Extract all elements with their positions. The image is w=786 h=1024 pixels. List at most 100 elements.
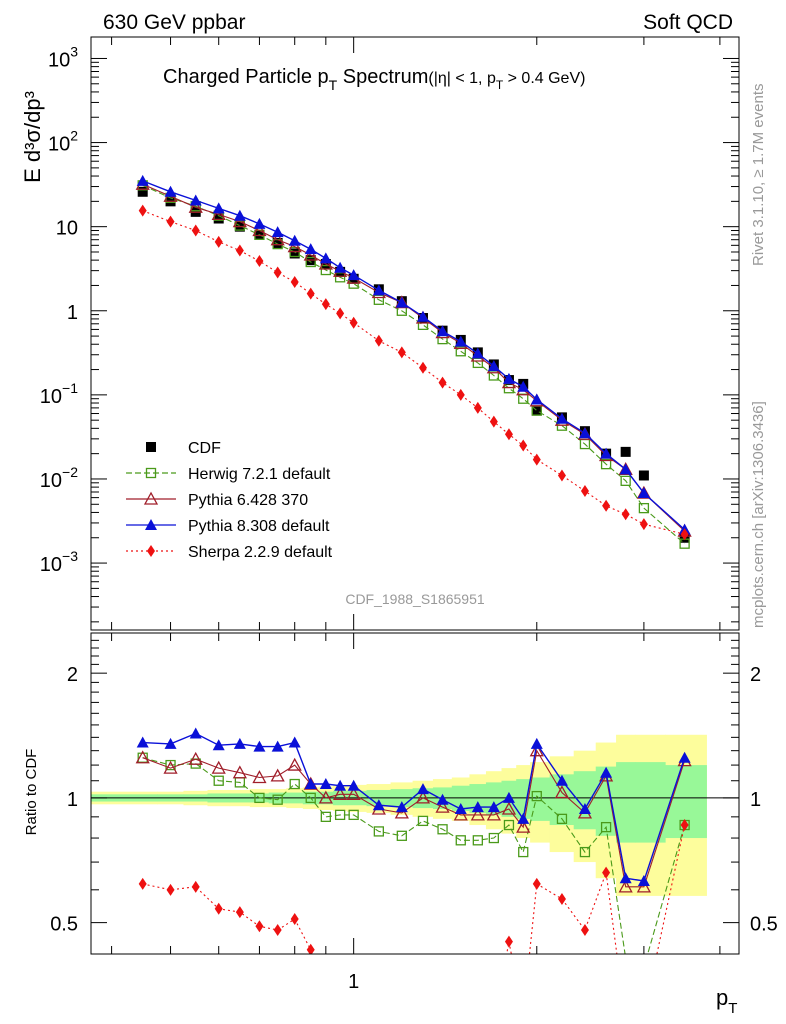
data-point	[290, 913, 299, 926]
data-point	[471, 801, 484, 813]
data-point	[486, 807, 501, 821]
data-point	[304, 243, 317, 255]
data-point	[530, 393, 543, 405]
data-point	[213, 775, 224, 786]
data-point	[306, 943, 315, 954]
y-tick-label: 10	[56, 218, 78, 240]
series-line	[142, 732, 686, 882]
data-point	[138, 877, 147, 890]
data-point	[502, 372, 515, 384]
data-point	[288, 234, 301, 246]
data-point	[600, 459, 612, 470]
data-point	[306, 287, 315, 300]
data-point	[602, 499, 611, 512]
data-point	[319, 252, 332, 264]
data-point	[621, 508, 630, 521]
data-point	[416, 310, 429, 322]
legend-marker	[145, 519, 157, 530]
data-point	[232, 765, 247, 779]
legend-marker	[143, 491, 159, 505]
y-tick-label: 10−3	[40, 548, 78, 576]
data-point	[273, 923, 282, 936]
series-line	[142, 180, 686, 531]
data-point	[232, 214, 247, 228]
data-point	[321, 298, 330, 311]
data-point	[289, 248, 300, 259]
series-line	[142, 210, 685, 535]
data-point	[487, 360, 500, 372]
chart-title-cut-after: > 0.4 GeV)	[503, 70, 585, 87]
rivet-version-label: Rivet 3.1.10, ≥ 1.7M events	[750, 84, 767, 267]
data-point	[620, 446, 631, 457]
data-point	[680, 528, 689, 541]
data-point	[396, 830, 407, 841]
y-tick-label: 1	[67, 302, 78, 324]
chart-title-sub: T	[329, 77, 338, 93]
data-point	[166, 883, 175, 896]
y-tick-label: 102	[48, 128, 78, 156]
data-point	[416, 783, 429, 795]
data-point	[455, 346, 466, 357]
ratio-y-tick-label-left: 2	[67, 664, 78, 686]
data-point	[504, 428, 513, 441]
data-point	[638, 470, 649, 481]
chart-title: Charged Particle pT Spectrum(|η| < 1, pT…	[163, 66, 585, 93]
top-series-sherpa-2-2-9-default	[138, 204, 689, 541]
data-point	[211, 207, 226, 221]
data-point	[270, 768, 285, 782]
data-point	[639, 518, 648, 531]
data-point	[271, 226, 284, 238]
legend-label: Pythia 6.428 370	[188, 492, 308, 509]
data-point	[456, 388, 465, 401]
y-tick-label-exp: −3	[62, 548, 78, 564]
data-point	[271, 740, 284, 752]
data-point	[472, 835, 483, 846]
data-point	[619, 463, 632, 475]
data-point	[289, 778, 300, 790]
data-point	[214, 902, 223, 915]
data-point	[334, 779, 347, 791]
data-point	[436, 793, 449, 805]
data-point	[489, 415, 498, 428]
x-axis-label-main: p	[716, 985, 728, 1010]
legend-label: Herwig 7.2.1 default	[188, 466, 331, 483]
data-point	[532, 877, 541, 890]
legend-item-pythia-8-308-default: Pythia 8.308 default	[126, 518, 330, 535]
data-point	[578, 427, 591, 439]
data-point	[619, 872, 632, 884]
data-point	[557, 469, 566, 482]
y-tick-label-exp: −1	[62, 380, 78, 396]
data-point	[189, 727, 202, 739]
legend-marker	[146, 442, 156, 452]
data-point	[166, 215, 175, 228]
data-point	[334, 809, 346, 821]
data-point	[188, 751, 203, 765]
mcplots-label: mcplots.cern.ch [arXiv:1306.3436]	[750, 401, 767, 628]
analysis-watermark: CDF_1988_S1865951	[345, 591, 485, 607]
data-point	[165, 759, 176, 771]
data-point	[347, 269, 360, 281]
data-point	[395, 801, 408, 813]
data-point	[373, 826, 384, 837]
data-point	[503, 819, 515, 831]
data-point	[273, 266, 282, 279]
data-point	[453, 807, 468, 821]
data-point	[336, 307, 345, 320]
data-point	[438, 376, 447, 389]
data-point	[254, 792, 265, 804]
legend-label: Sherpa 2.2.9 default	[188, 544, 333, 561]
data-point	[454, 803, 467, 815]
y-tick-label-base: 10	[40, 470, 62, 492]
series-line	[142, 757, 686, 954]
ratio-panel-series	[135, 727, 692, 954]
y-tick-label-exp: 2	[70, 128, 78, 144]
data-point	[638, 502, 650, 514]
data-point	[487, 801, 500, 813]
data-point	[270, 232, 285, 246]
data-point	[163, 760, 178, 774]
data-point	[320, 264, 331, 276]
data-point	[580, 484, 589, 497]
data-point	[211, 760, 226, 774]
